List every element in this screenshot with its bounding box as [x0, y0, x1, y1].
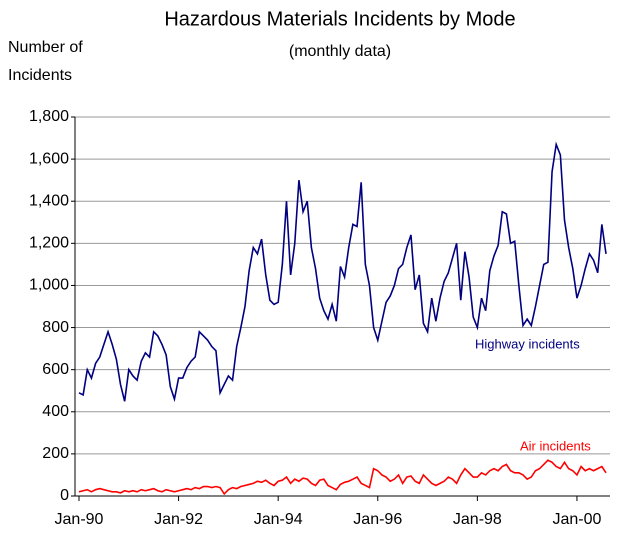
y-tick-label: 1,800 [29, 108, 69, 125]
chart-title: Hazardous Materials Incidents by Mode [164, 8, 515, 30]
x-tick-label: Jan-00 [552, 511, 601, 528]
chart-subtitle: (monthly data) [289, 43, 391, 60]
y-tick-label: 1,400 [29, 192, 69, 209]
y-tick-label: 400 [42, 403, 69, 420]
series-line [78, 141, 607, 403]
y-tick-label: 1,000 [29, 277, 69, 294]
series-label: Air incidents [520, 438, 591, 453]
y-tick-label: 1,200 [29, 235, 69, 252]
y-axis-label: Incidents [8, 67, 72, 84]
x-tick-label: Jan-90 [55, 511, 104, 528]
x-tick-label: Jan-98 [453, 511, 502, 528]
x-tick-label: Jan-92 [154, 511, 203, 528]
series-line [78, 459, 607, 496]
x-tick-label: Jan-96 [353, 511, 402, 528]
y-tick-label: 200 [42, 445, 69, 462]
y-tick-label: 0 [60, 487, 69, 504]
x-tick-label: Jan-94 [254, 511, 303, 528]
series-label: Highway incidents [475, 336, 580, 351]
y-axis-label: Number of [8, 39, 83, 56]
y-tick-label: 800 [42, 319, 69, 336]
y-tick-label: 1,600 [29, 150, 69, 167]
y-tick-label: 600 [42, 361, 69, 378]
